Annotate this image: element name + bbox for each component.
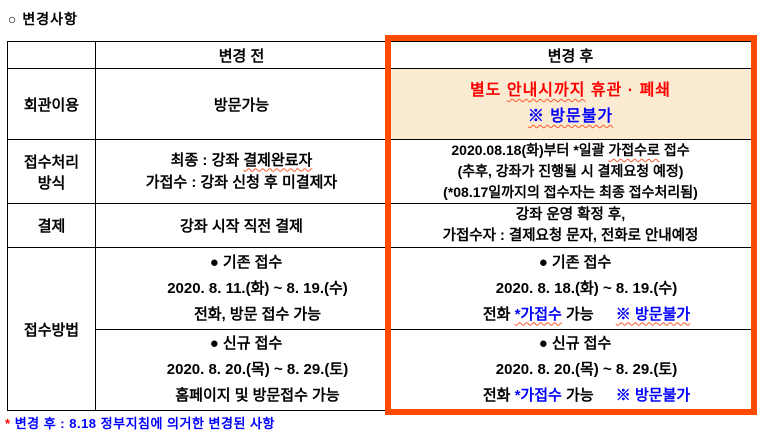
row-payment: 결제 강좌 시작 직전 결제 강좌 운영 확정 후, 가접수자 : 결제요청 문… bbox=[7, 203, 754, 248]
header-empty-cell bbox=[7, 41, 96, 69]
method-new-after: ● 신규 접수 2020. 8. 20.(목) ~ 8. 29.(토) 전화 *… bbox=[387, 329, 754, 411]
method-existing-after-how: 전화 *가접수 가능 ※ 방문불가 bbox=[482, 305, 691, 323]
header-row: 변경 전 변경 후 bbox=[7, 41, 754, 69]
hall-use-label: 회관이용 bbox=[7, 68, 96, 140]
method-existing-before: ● 기존 접수 2020. 8. 11.(화) ~ 8. 19.(수) 전화, … bbox=[95, 247, 388, 330]
page-title: ○ 변경사항 bbox=[8, 11, 78, 27]
processing-label: 접수처리 방식 bbox=[7, 139, 96, 204]
footnote: * 변경 후 : 8.18 정부지침에 의거한 변경된 사항 bbox=[5, 413, 275, 432]
payment-label: 결제 bbox=[7, 203, 96, 248]
header-after: 변경 후 bbox=[387, 41, 754, 69]
processing-before-line1: 최종 : 강좌 결제완료자 bbox=[170, 151, 313, 169]
processing-after-line3: (*08.17일까지의 접수자는 최종 접수처리됨) bbox=[443, 184, 698, 200]
method-existing-after: ● 기존 접수 2020. 8. 18.(화) ~ 8. 19.(수) 전화 *… bbox=[387, 247, 754, 330]
hall-use-after-closed-line: 별도 안내시까지 휴관 · 폐쇄 bbox=[469, 82, 672, 99]
changes-table: 변경 전 변경 후 회관이용 방문가능 별도 안내시까지 휴관 · 폐쇄 ※ 방… bbox=[7, 41, 754, 411]
hall-use-after: 별도 안내시까지 휴관 · 폐쇄 ※ 방문불가 bbox=[387, 68, 754, 140]
method-new-after-how: 전화 *가접수 가능 ※ 방문불가 bbox=[482, 387, 691, 404]
row-method-existing: 접수방법 ● 기존 접수 2020. 8. 11.(화) ~ 8. 19.(수)… bbox=[7, 247, 754, 411]
processing-before: 최종 : 강좌 결제완료자 가접수 : 강좌 신청 후 미결제자 bbox=[95, 139, 388, 204]
processing-after: 2020.08.18(화)부터 *일괄 가접수로 접수 (추후, 강좌가 진행될… bbox=[387, 139, 754, 204]
footnote-text: 변경 후 : 8.18 정부지침에 의거한 변경된 사항 bbox=[14, 416, 275, 431]
row-hall-use: 회관이용 방문가능 별도 안내시까지 휴관 · 폐쇄 ※ 방문불가 bbox=[7, 68, 754, 140]
header-before: 변경 전 bbox=[95, 41, 388, 69]
processing-before-line2: 가접수 : 강좌 신청 후 미결제자 bbox=[145, 173, 338, 191]
hall-use-after-no-visit: ※ 방문불가 bbox=[527, 108, 614, 125]
method-new-before: ● 신규 접수 2020. 8. 20.(목) ~ 8. 29.(토) 홈페이지… bbox=[95, 329, 388, 411]
payment-after: 강좌 운영 확정 후, 가접수자 : 결제요청 문자, 전화로 안내예정 bbox=[387, 203, 754, 248]
footnote-asterisk: * bbox=[5, 416, 11, 431]
payment-after-line2: 가접수자 : 결제요청 문자, 전화로 안내예정 bbox=[442, 227, 699, 244]
hall-use-before: 방문가능 bbox=[95, 68, 388, 140]
processing-after-line1: 2020.08.18(화)부터 *일괄 가접수로 접수 bbox=[451, 142, 690, 158]
row-method-new: ● 신규 접수 2020. 8. 20.(목) ~ 8. 29.(토) 홈페이지… bbox=[8, 329, 754, 411]
payment-before: 강좌 시작 직전 결제 bbox=[95, 203, 388, 248]
processing-after-line2: (추후, 강좌가 진행될 시 결제요청 예정) bbox=[457, 163, 684, 179]
method-label: 접수방법 bbox=[7, 247, 96, 411]
row-processing: 접수처리 방식 최종 : 강좌 결제완료자 가접수 : 강좌 신청 후 미결제자… bbox=[7, 139, 754, 204]
payment-after-line1: 강좌 운영 확정 후, bbox=[515, 206, 626, 223]
